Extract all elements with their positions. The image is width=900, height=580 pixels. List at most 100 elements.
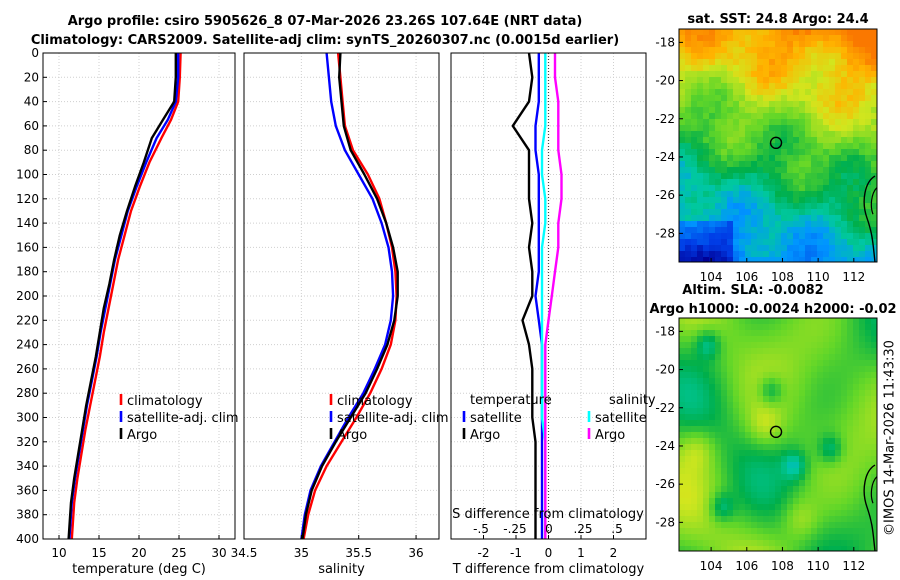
map-cell <box>745 89 751 95</box>
map-cell <box>763 456 769 462</box>
map-cell <box>793 131 799 137</box>
map-cell <box>781 41 787 47</box>
map-cell <box>781 480 787 486</box>
map-cell <box>865 504 871 510</box>
map-cell <box>847 534 853 540</box>
map-cell <box>769 41 775 47</box>
map-cell <box>817 354 823 360</box>
map-cell <box>709 378 715 384</box>
map-cell <box>691 516 697 522</box>
map-cell <box>841 474 847 480</box>
map-cell <box>721 330 727 336</box>
map-cell <box>709 119 715 125</box>
map-cell <box>829 131 835 137</box>
map-cell <box>787 438 793 444</box>
map-frame <box>678 28 878 263</box>
map-cell <box>733 366 739 372</box>
map-cell <box>781 215 787 221</box>
map-cell <box>811 318 817 324</box>
map-cell <box>721 354 727 360</box>
map-cell <box>685 209 691 215</box>
map-cell <box>775 65 781 71</box>
map-cell <box>781 95 787 101</box>
map-cell <box>691 348 697 354</box>
map-cell <box>841 227 847 233</box>
map-cell <box>799 113 805 119</box>
map-cell <box>739 486 745 492</box>
map-cell <box>703 468 709 474</box>
map-cell <box>763 119 769 125</box>
map-cell <box>811 197 817 203</box>
map-cell <box>823 528 829 534</box>
map-cell <box>739 456 745 462</box>
map-cell <box>781 468 787 474</box>
map-cell <box>829 462 835 468</box>
map-cell <box>847 239 853 245</box>
map-cell <box>745 125 751 131</box>
map-cell <box>841 426 847 432</box>
map-cell <box>871 384 877 390</box>
map-cell <box>865 89 871 95</box>
map-cell <box>781 125 787 131</box>
map-cell <box>835 456 841 462</box>
legend-label: satellite-adj. clim <box>337 411 449 426</box>
map-cell <box>679 89 685 95</box>
map-cell <box>805 53 811 59</box>
map-cell <box>733 492 739 498</box>
map-cell <box>775 522 781 528</box>
map-cell <box>763 215 769 221</box>
map-cell <box>763 450 769 456</box>
map-cell <box>775 534 781 540</box>
map-cell <box>703 516 709 522</box>
map-cell <box>805 233 811 239</box>
map-cell <box>751 257 757 262</box>
map-cell <box>697 444 703 450</box>
map-cell <box>775 71 781 77</box>
map-cell <box>721 113 727 119</box>
map-cell <box>709 402 715 408</box>
map-cell <box>787 516 793 522</box>
map-cell <box>763 167 769 173</box>
map-cell <box>841 378 847 384</box>
map-cell <box>871 59 877 65</box>
top-tick-label: -.25 <box>503 522 526 536</box>
map-cell <box>709 324 715 330</box>
map-cell <box>715 432 721 438</box>
map-cell <box>757 161 763 167</box>
map-cell <box>751 330 757 336</box>
map-cell <box>751 432 757 438</box>
map-cell <box>841 137 847 143</box>
map-cell <box>769 131 775 137</box>
map-cell <box>805 35 811 41</box>
map-cell <box>763 245 769 251</box>
map-cell <box>757 209 763 215</box>
map-cell <box>697 35 703 41</box>
map-cell <box>805 420 811 426</box>
map-cell <box>847 101 853 107</box>
map-cell <box>841 330 847 336</box>
map-cell <box>763 366 769 372</box>
map-cell <box>871 149 877 155</box>
map-cell <box>817 390 823 396</box>
map-cell <box>805 444 811 450</box>
map-cell <box>721 89 727 95</box>
map-cell <box>805 408 811 414</box>
map-cell <box>721 324 727 330</box>
map-cell <box>697 396 703 402</box>
map-cell <box>853 330 859 336</box>
map-cell <box>811 71 817 77</box>
map-cell <box>811 480 817 486</box>
map-cell <box>817 534 823 540</box>
map-cell <box>685 480 691 486</box>
map-cell <box>733 257 739 262</box>
map-cell <box>751 173 757 179</box>
map-cell <box>841 384 847 390</box>
map-cell <box>679 167 685 173</box>
map-cell <box>823 161 829 167</box>
map-cell <box>685 197 691 203</box>
map-cell <box>739 480 745 486</box>
map-cell <box>679 143 685 149</box>
map-cell <box>685 203 691 209</box>
map-cell <box>871 119 877 125</box>
map-cell <box>859 29 865 35</box>
